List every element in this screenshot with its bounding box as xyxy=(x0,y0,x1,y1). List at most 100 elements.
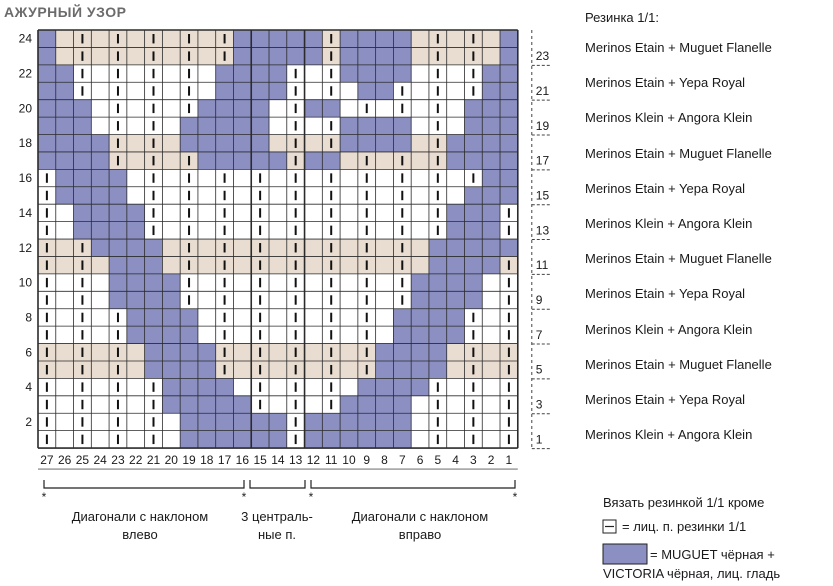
legend-yarn-row: Merinos Etain + Yepa Royal xyxy=(585,75,746,91)
section-bracket xyxy=(43,480,245,489)
purple-stitch-block xyxy=(500,30,518,48)
column-label: 9 xyxy=(363,453,370,467)
row-label-right: 11 xyxy=(536,258,549,272)
row-label-left: 12 xyxy=(19,241,33,255)
column-label: 17 xyxy=(218,453,232,467)
column-label: 25 xyxy=(76,453,90,467)
row-label-left: 18 xyxy=(19,136,33,150)
legend-yarn-row: Merinos Klein + Angora Klein xyxy=(585,427,753,443)
purple-stitch-block xyxy=(38,117,92,135)
row-label-right: 15 xyxy=(536,188,550,202)
svg-text:*: * xyxy=(42,490,47,504)
center-stitches-caption: 3 централь- ные п. xyxy=(241,509,313,542)
column-label: 27 xyxy=(40,453,54,467)
purple-stitch-block xyxy=(38,30,56,48)
column-label: 21 xyxy=(147,453,161,467)
legend-yarn-row: Merinos Klein + Angora Klein xyxy=(585,321,753,337)
purple-stitch-block xyxy=(38,47,56,65)
beige-row-band xyxy=(38,134,518,152)
legend-yarn-row: Merinos Klein + Angora Klein xyxy=(585,110,753,126)
column-label: 1 xyxy=(506,453,513,467)
svg-text:*: * xyxy=(242,490,247,504)
purple-stitch-block xyxy=(197,151,287,170)
purple-stitch-block xyxy=(38,99,92,118)
column-label: 14 xyxy=(271,453,285,467)
row-label-right: 5 xyxy=(536,363,543,377)
row-label-right: 21 xyxy=(536,84,550,98)
column-label: 18 xyxy=(200,453,214,467)
svg-text:*: * xyxy=(513,490,518,504)
section-bracket xyxy=(249,480,306,489)
legend-yarn-row: Merinos Klein + Angora Klein xyxy=(585,216,753,231)
purple-stitch-block xyxy=(428,239,518,257)
column-label: 26 xyxy=(58,453,72,467)
column-label: 16 xyxy=(236,453,250,467)
column-label: 3 xyxy=(470,453,477,467)
column-label: 22 xyxy=(129,453,143,467)
column-label: 24 xyxy=(94,453,108,467)
column-label: 13 xyxy=(289,453,303,467)
row-label-left: 20 xyxy=(19,101,33,115)
row-label-right: 9 xyxy=(536,293,543,307)
row-label-right: 3 xyxy=(536,398,543,412)
column-label: 19 xyxy=(182,453,196,467)
purple-stitch-block xyxy=(500,47,518,65)
page-title: АЖУРНЫЙ УЗОР xyxy=(4,4,127,20)
column-label: 10 xyxy=(342,453,356,467)
column-label: 2 xyxy=(488,453,495,467)
section-bracket xyxy=(310,480,516,489)
legend-yarn-row: Merinos Etain + Muguet Flanelle xyxy=(585,40,772,55)
purple-stitch-block xyxy=(180,134,270,152)
purple-stitch-block xyxy=(464,117,518,135)
row-label-right: 23 xyxy=(536,49,550,63)
key-purple-label-2: VICTORIA чёрная, лиц. гладь xyxy=(603,566,781,581)
column-label: 15 xyxy=(253,453,267,467)
purple-stitch-block xyxy=(446,221,501,240)
row-label-left: 24 xyxy=(19,32,33,46)
row-label-right: 19 xyxy=(536,119,550,133)
column-label: 7 xyxy=(399,453,406,467)
right-diagonals-caption: Диагонали с наклоном вправо xyxy=(351,509,489,542)
legend-yarn-row: Merinos Etain + Yepa Royal xyxy=(585,286,746,302)
row-label-left: 16 xyxy=(19,171,33,185)
column-label: 20 xyxy=(165,453,179,467)
legend-yarn-row: Merinos Etain + Muguet Flanelle xyxy=(585,356,772,372)
legend-yarn-row: Merinos Etain + Muguet Flanelle xyxy=(585,251,772,267)
column-label: 12 xyxy=(307,453,321,467)
column-label: 5 xyxy=(434,453,441,467)
column-label: 11 xyxy=(325,453,338,467)
column-label: 23 xyxy=(111,453,125,467)
row-label-left: 10 xyxy=(19,276,33,290)
key-purple-label-1: = MUGUET чёрная + xyxy=(650,547,775,562)
row-label-left: 2 xyxy=(25,415,32,429)
key-header: Вязать резинкой 1/1 кроме xyxy=(603,495,765,510)
legend-yarn-row: Merinos Etain + Yepa Royal xyxy=(585,392,746,407)
legend-yarn-row: Merinos Etain + Yepa Royal xyxy=(585,180,746,196)
row-label-right: 7 xyxy=(536,328,543,342)
svg-text:*: * xyxy=(309,490,314,504)
row-label-left: 8 xyxy=(25,310,32,324)
purple-stitch-block xyxy=(109,256,163,274)
column-label: 6 xyxy=(417,453,424,467)
row-label-left: 14 xyxy=(19,206,33,220)
purple-stitch-block xyxy=(180,117,270,135)
purple-stitch-block xyxy=(464,99,518,118)
left-diagonals-caption: Диагонали с наклоном влево xyxy=(71,509,209,542)
purple-swatch xyxy=(602,543,648,565)
purple-stitch-block xyxy=(446,204,501,222)
legend-title: Резинка 1/1: xyxy=(585,10,659,25)
purple-stitch-block xyxy=(233,47,323,65)
row-label-left: 4 xyxy=(25,380,32,394)
purple-stitch-block xyxy=(162,395,252,414)
row-label-right: 17 xyxy=(536,154,550,168)
row-label-left: 22 xyxy=(19,67,33,81)
purple-stitch-block xyxy=(233,30,323,48)
key-rib-label: = лиц. п. резинки 1/1 xyxy=(622,519,747,534)
row-label-left: 6 xyxy=(25,345,32,359)
column-label: 4 xyxy=(452,453,459,467)
row-label-right: 1 xyxy=(536,432,543,446)
row-label-right: 13 xyxy=(536,223,550,237)
column-label: 8 xyxy=(381,453,388,467)
legend-yarn-row: Merinos Etain + Muguet Flanelle xyxy=(585,145,772,161)
